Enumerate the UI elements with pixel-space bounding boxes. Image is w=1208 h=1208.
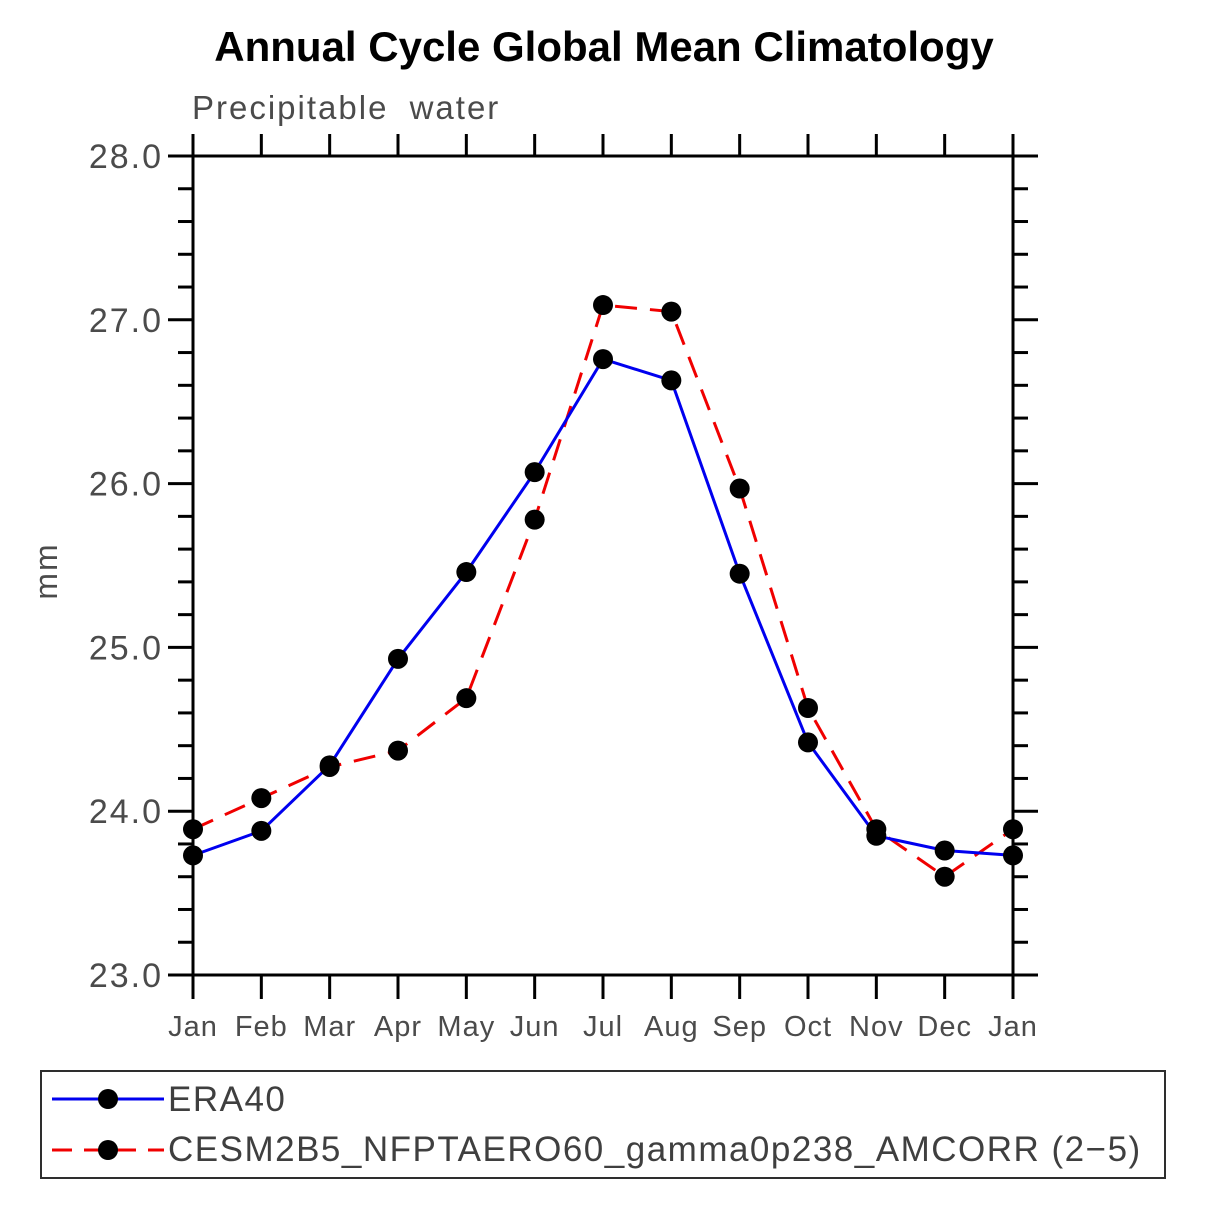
- plot-frame: [191, 154, 1015, 977]
- x-axis-tick-label: Dec: [917, 1011, 972, 1043]
- x-axis-tick-label: Jan: [168, 1011, 218, 1043]
- cesm-data-point: [661, 301, 682, 322]
- legend-label-cesm: CESM2B5_NFPTAERO60_gamma0p238_AMCORR (2−…: [168, 1130, 1142, 1170]
- cesm-data-point: [593, 295, 613, 316]
- cesm-line: [192, 303, 1014, 879]
- legend: ERA40 CESM2B5_NFPTAERO60_gamma0p238_AMCO…: [40, 1070, 1166, 1179]
- x-axis-tick-label: Jun: [510, 1011, 560, 1043]
- cesm-legend-swatch: [52, 1139, 164, 1160]
- legend-label-era40: ERA40: [168, 1079, 287, 1119]
- cesm-data-point: [183, 819, 203, 840]
- y-axis-tick-label: 24.0: [89, 793, 163, 831]
- x-axis-tick-label: Jan: [988, 1011, 1038, 1043]
- y-axis-tick-label: 27.0: [89, 302, 163, 340]
- era40-data-point: [661, 370, 682, 391]
- y-axis-tick-label: 25.0: [89, 629, 163, 667]
- era40-data-point: [183, 845, 203, 866]
- x-axis-tick-label: Jul: [583, 1011, 623, 1043]
- era40-data-point: [1003, 845, 1023, 866]
- cesm-data-point: [524, 509, 545, 530]
- x-axis-tick-label: Sep: [712, 1011, 767, 1043]
- y-axis-tick-label: 26.0: [89, 466, 163, 504]
- x-axis-tick-label: Aug: [644, 1011, 699, 1043]
- era40-data-point: [593, 349, 613, 370]
- cesm-legend-marker: [98, 1139, 118, 1160]
- cesm-data-point: [456, 688, 477, 709]
- era40-data-point: [524, 462, 545, 483]
- cesm-data-point: [934, 866, 955, 887]
- cesm-data-point: [729, 478, 750, 499]
- y-axis-tick-label: 28.0: [89, 138, 163, 176]
- x-axis-tick-label: May: [437, 1011, 495, 1043]
- era40-data-point: [456, 562, 477, 583]
- chart-title: Annual Cycle Global Mean Climatology: [214, 23, 994, 70]
- era40-data-point: [866, 825, 887, 846]
- x-axis-tick-label: Mar: [303, 1011, 356, 1043]
- y-axis-tick-label: 23.0: [89, 957, 163, 995]
- x-axis-tick-label: Apr: [374, 1011, 422, 1043]
- cesm-data-point: [251, 788, 272, 809]
- era40-data-point: [388, 648, 408, 669]
- era40-data-point: [729, 563, 750, 584]
- chart-canvas: Jan Feb Mar Apr May Jun Jul Aug Sep Oct Nov Dec Jan2…: [89, 134, 1038, 1043]
- era40-data-point: [798, 732, 818, 753]
- x-axis-tick-label: Feb: [235, 1011, 288, 1043]
- legend-item-cesm: CESM2B5_NFPTAERO60_gamma0p238_AMCORR (2−…: [48, 1127, 1164, 1173]
- legend-item-era40: ERA40: [48, 1076, 1164, 1122]
- chart-subtitle: Precipitable water: [192, 89, 501, 126]
- era40-data-point: [251, 820, 272, 841]
- era40-legend-swatch: [52, 1089, 164, 1110]
- cesm-data-point: [388, 740, 408, 761]
- x-axis-tick-label: Oct: [784, 1011, 832, 1043]
- era40-legend-marker: [98, 1089, 118, 1110]
- x-axis-tick-label: Nov: [849, 1011, 904, 1043]
- cesm-data-point: [798, 698, 818, 719]
- cesm-data-point: [1003, 819, 1023, 840]
- era40-line: [192, 357, 1014, 857]
- era40-data-point: [934, 840, 955, 861]
- era40-data-point: [319, 755, 340, 776]
